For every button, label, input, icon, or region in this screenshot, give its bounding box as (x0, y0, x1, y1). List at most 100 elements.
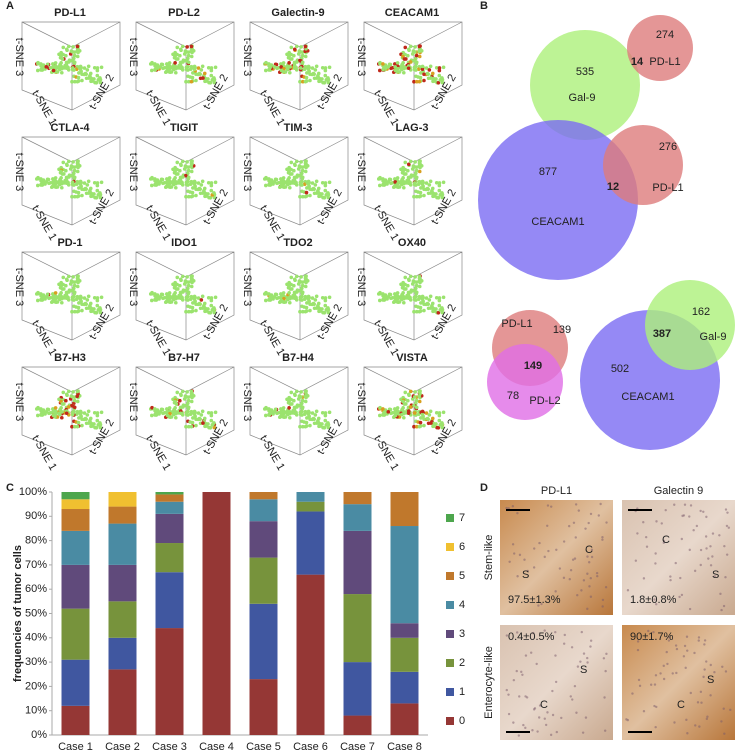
cell-dot (213, 65, 218, 70)
nucleus (586, 572, 589, 575)
cell-dot (327, 65, 332, 70)
cell-dot (323, 418, 328, 423)
nucleus (508, 560, 511, 563)
cell-dot (169, 70, 174, 74)
marker-title: B7-H7 (168, 352, 200, 364)
cell-dot (78, 297, 83, 301)
nucleus (580, 589, 583, 592)
cell-dot (386, 65, 391, 69)
bar-segment (343, 715, 372, 735)
cell-dot (283, 70, 288, 74)
cell-dot (412, 411, 417, 415)
nucleus (673, 503, 676, 506)
nucleus (568, 578, 571, 581)
nucleus (505, 688, 508, 692)
cell-dot (402, 287, 407, 291)
cell-dot (401, 176, 405, 180)
cell-dot (416, 412, 421, 417)
nucleus (703, 643, 706, 646)
cell-dot (417, 424, 422, 429)
cell-dot (288, 295, 292, 299)
cell-dot (76, 305, 81, 310)
nucleus (684, 666, 687, 670)
nucleus (603, 729, 607, 732)
percentage: 90±1.7% (630, 631, 674, 643)
cell-dot (94, 81, 99, 85)
cell-dot (200, 64, 205, 69)
cell-dot (431, 194, 435, 199)
cell-dot (327, 295, 332, 300)
nucleus (554, 654, 557, 657)
nucleus (674, 644, 678, 647)
cell-dot (95, 296, 100, 300)
cell-dot (184, 66, 189, 70)
nucleus (590, 548, 594, 552)
cell-dot (174, 287, 179, 291)
nucleus (525, 696, 529, 699)
cell-dot (183, 403, 188, 408)
cell-dot (185, 390, 189, 394)
cell-dot (190, 190, 195, 195)
tsne-plot: B7-H4t-SNE 3t-SNE 1 t-SNE 2 (241, 352, 349, 473)
cell-dot (191, 71, 195, 75)
cell-dot (75, 424, 80, 429)
cell-dot (172, 182, 176, 187)
cell-dot (308, 187, 312, 192)
cell-dot (386, 410, 391, 414)
cell-dot (430, 186, 435, 191)
nucleus (631, 692, 634, 695)
legend-label: 5 (459, 570, 465, 582)
cell-dot (75, 194, 80, 199)
cell-dot (395, 291, 400, 295)
cell-dot (327, 180, 332, 185)
cell-dot (213, 295, 218, 300)
nucleus (554, 630, 557, 634)
cell-dot (78, 67, 83, 71)
cell-dot (294, 405, 299, 409)
cell-dot (186, 60, 191, 65)
panel-label: B (480, 0, 488, 12)
cell-dot (304, 420, 309, 425)
cell-dot (174, 410, 178, 414)
cell-dot (78, 412, 83, 416)
cell-dot (209, 73, 214, 78)
cell-dot (315, 191, 319, 195)
cell-dot (297, 58, 302, 63)
cell-dot (419, 186, 423, 190)
axis-label: t-SNE 3 (127, 153, 139, 192)
cell-dot (212, 425, 217, 430)
legend-label: 4 (459, 599, 465, 611)
cell-dot (326, 80, 331, 85)
cell-dot (169, 415, 174, 419)
cell-dot (393, 180, 398, 184)
nucleus (688, 548, 691, 552)
cell-dot (417, 169, 422, 174)
cell-dot (40, 65, 45, 70)
axis-label: t-SNE 1 (371, 203, 401, 242)
cell-dot (302, 412, 307, 417)
cell-dot (58, 67, 62, 72)
nucleus (664, 508, 667, 512)
bar-segment (296, 574, 325, 735)
cell-dot (300, 168, 305, 173)
cell-dot (188, 182, 193, 187)
nucleus (709, 663, 712, 667)
cell-dot (55, 300, 60, 304)
nucleus (662, 677, 666, 681)
nucleus (699, 690, 703, 694)
cell-dot (288, 300, 292, 305)
cell-dot (288, 415, 292, 420)
cell-dot (158, 410, 163, 414)
cell-dot (400, 297, 404, 302)
cell-dot (303, 54, 308, 59)
cell-dot (209, 188, 214, 193)
cell-dot (431, 309, 435, 314)
nucleus (654, 562, 657, 565)
cell-dot (418, 305, 423, 310)
cell-dot (377, 68, 382, 73)
percentage: 1.8±0.8% (630, 594, 677, 606)
nucleus (729, 708, 732, 712)
cell-dot (178, 66, 183, 71)
cell-dot (203, 424, 207, 429)
cell-dot (298, 424, 302, 429)
